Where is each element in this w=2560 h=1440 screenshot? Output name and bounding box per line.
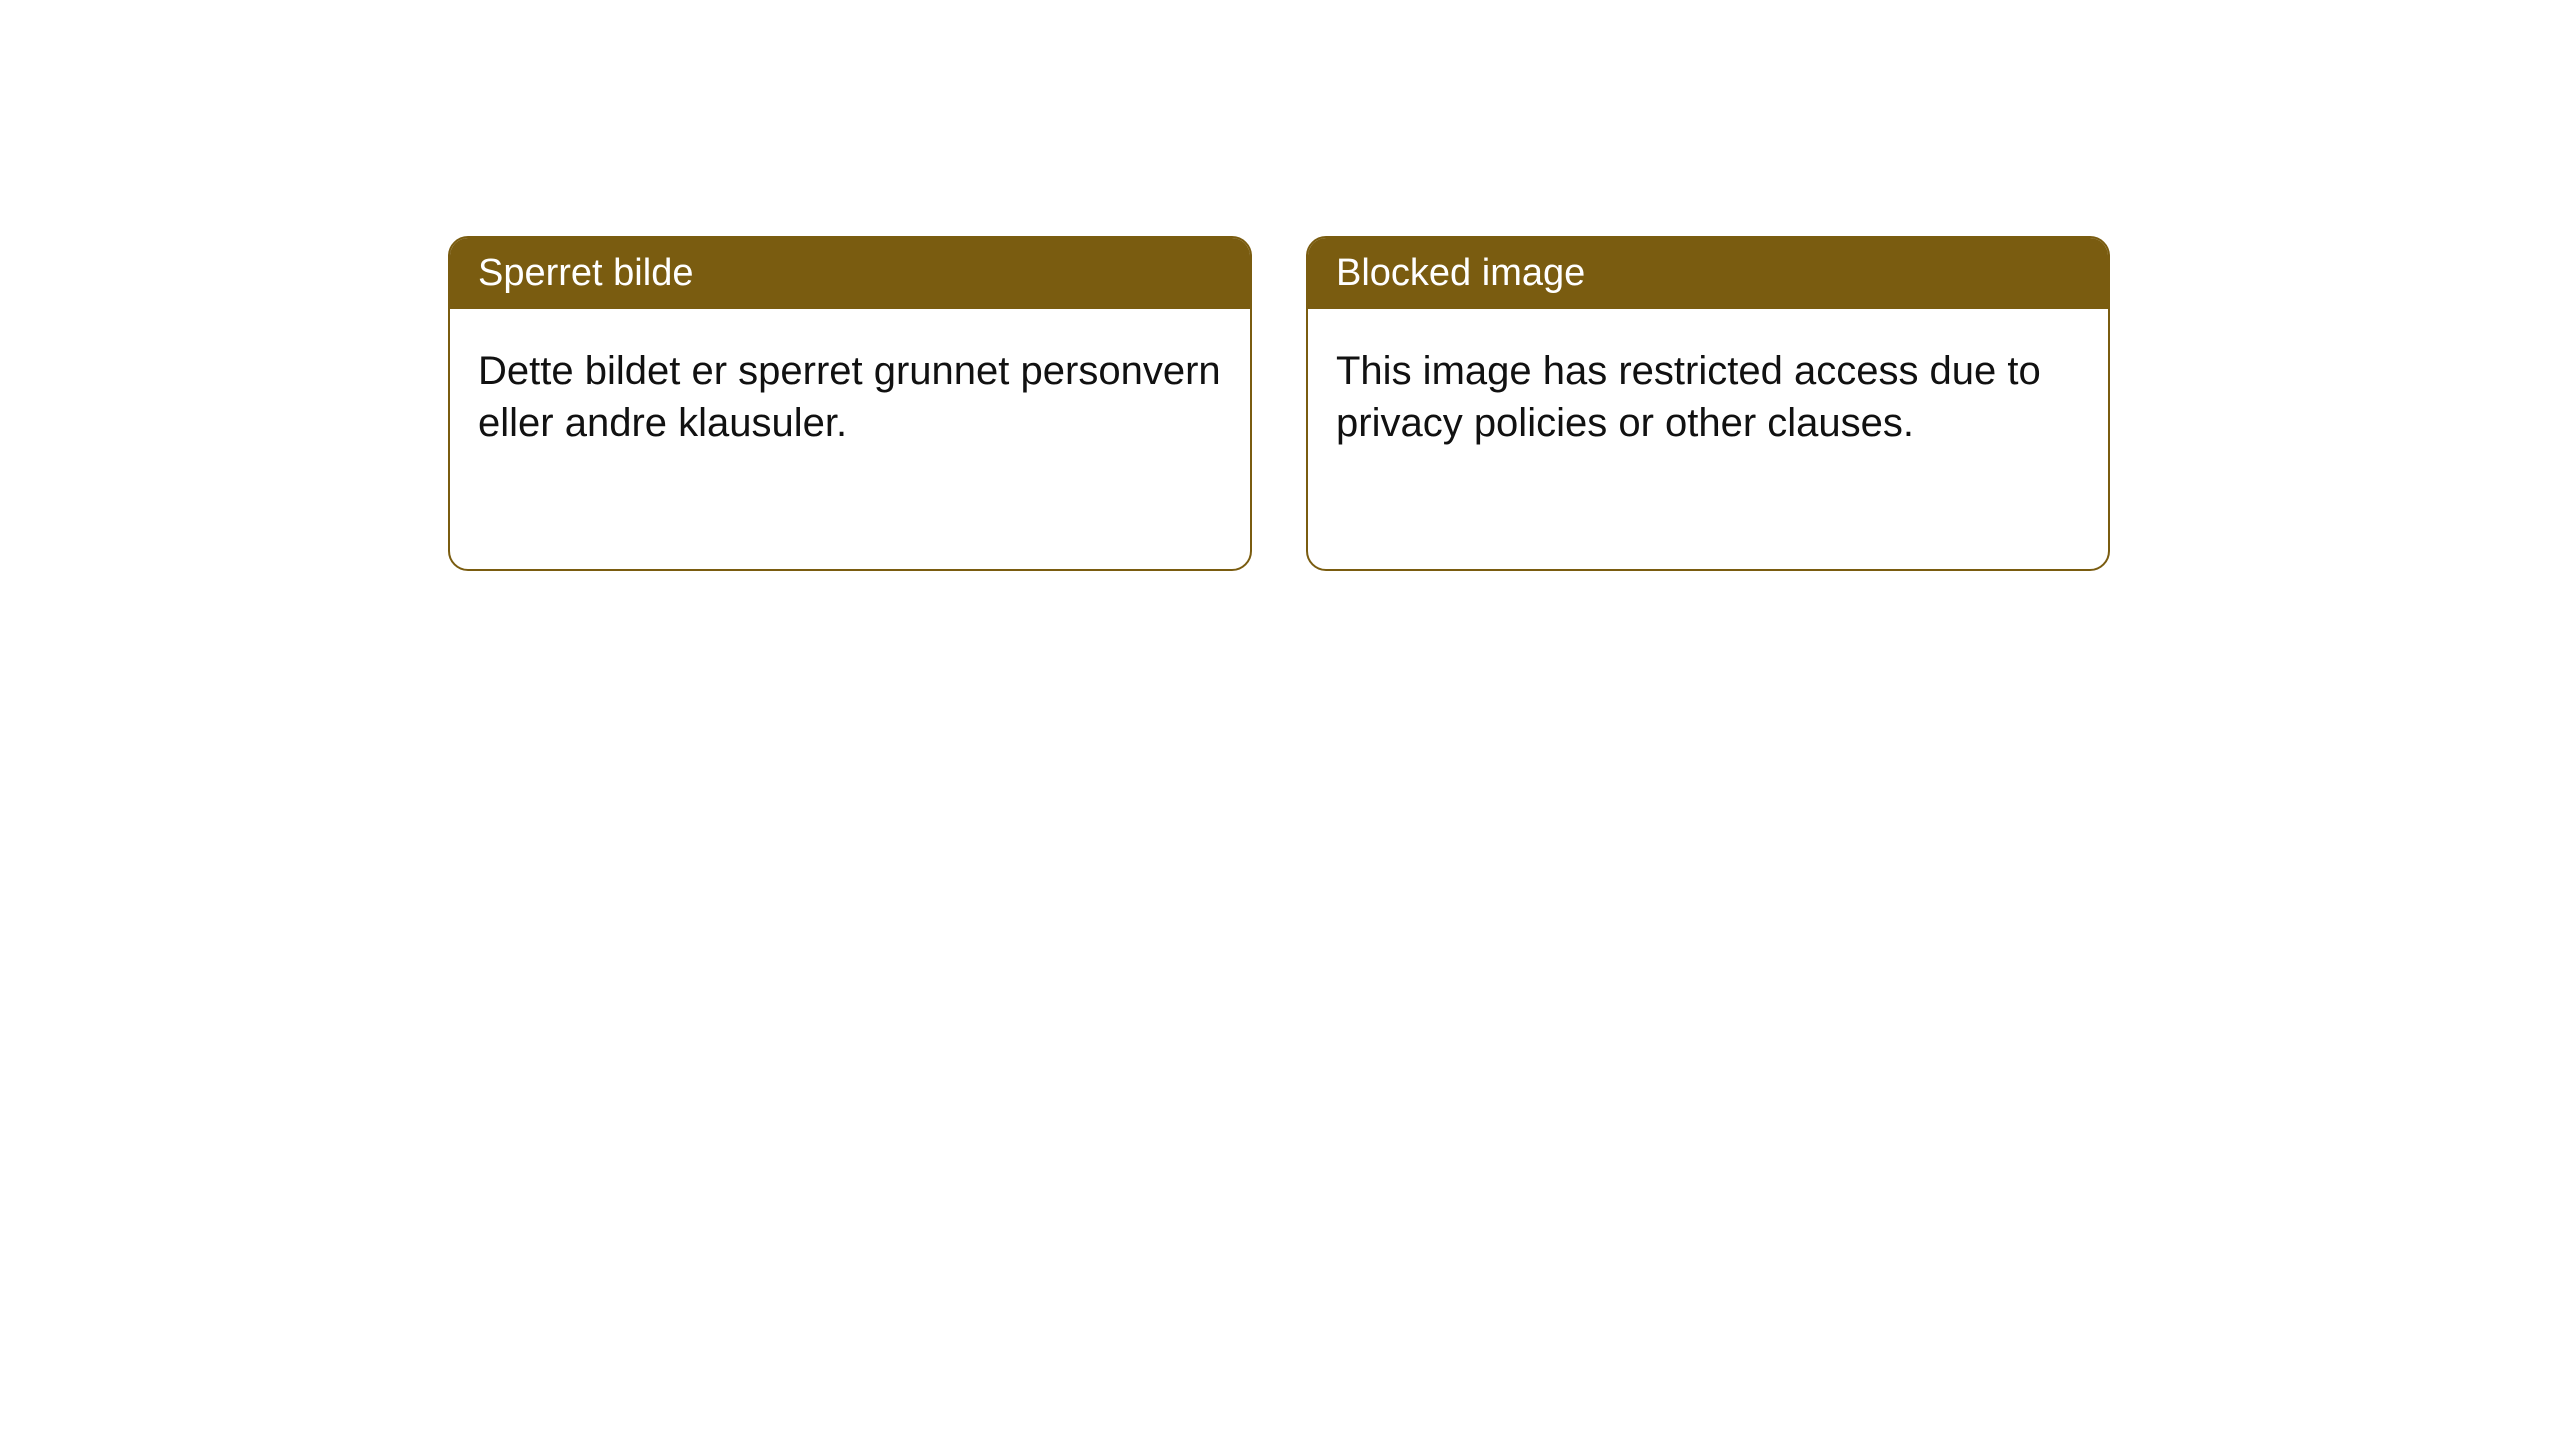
card-title: Blocked image	[1336, 252, 1585, 294]
card-message: This image has restricted access due to …	[1336, 349, 2041, 445]
card-header: Sperret bilde	[450, 238, 1250, 309]
card-header: Blocked image	[1308, 238, 2108, 309]
card-title: Sperret bilde	[478, 252, 693, 294]
card-body: Dette bildet er sperret grunnet personve…	[450, 309, 1250, 485]
notice-card-english: Blocked image This image has restricted …	[1306, 236, 2110, 571]
card-message: Dette bildet er sperret grunnet personve…	[478, 349, 1221, 445]
notice-container: Sperret bilde Dette bildet er sperret gr…	[0, 0, 2560, 571]
notice-card-norwegian: Sperret bilde Dette bildet er sperret gr…	[448, 236, 1252, 571]
card-body: This image has restricted access due to …	[1308, 309, 2108, 485]
